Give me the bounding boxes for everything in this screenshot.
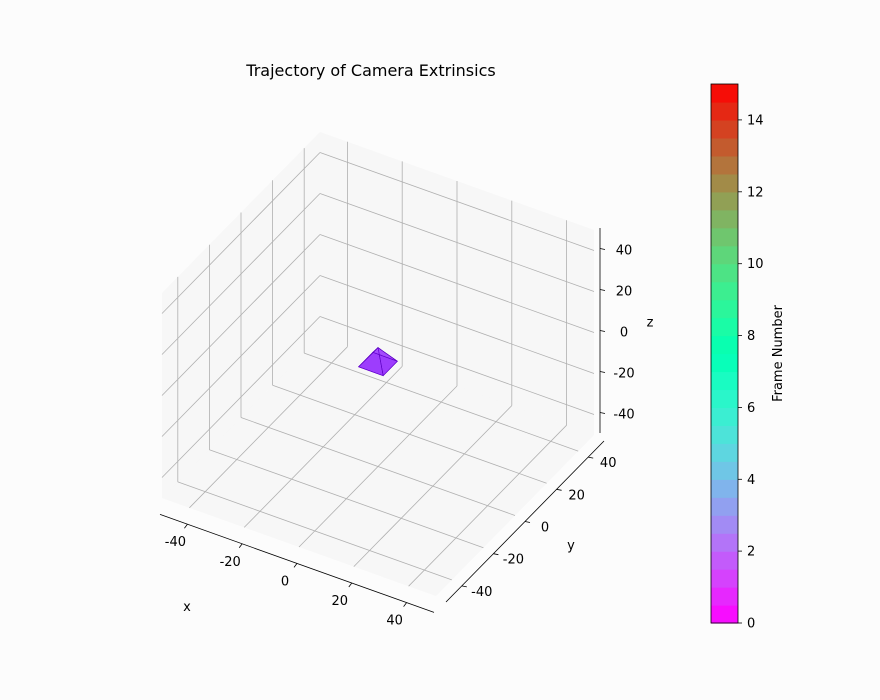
- camera-frustum: [358, 346, 398, 377]
- x-tick-label: 20: [332, 594, 349, 609]
- grid-line-z-wallx: [161, 152, 321, 314]
- colorbar-tick-label: 8: [747, 329, 755, 344]
- colorbar-tick-label: 10: [747, 257, 764, 272]
- grid-line-z-wallx: [161, 193, 321, 355]
- colorbar-band: [711, 407, 738, 426]
- grid-line-y-floor: [177, 481, 452, 581]
- plot-3d-axes: -40 -20 0 20 40 x -40 -20 0 20 40 y -40 -20 0 20 40 z: [159, 132, 654, 629]
- grid-line-z-wally: [319, 193, 595, 292]
- z-tick-label: -20: [613, 367, 634, 382]
- grid-line-z-wally: [319, 316, 595, 415]
- y-tick: [556, 488, 562, 491]
- colorbar-band: [711, 155, 738, 175]
- z-tick: [599, 248, 606, 250]
- colorbar-band: [711, 353, 738, 373]
- x-tick-label: 0: [281, 574, 289, 589]
- colorbar-band: [711, 605, 738, 624]
- x-tick-label: 40: [386, 614, 403, 629]
- colorbar-tick-label: 2: [747, 545, 755, 560]
- colorbar-band: [711, 84, 738, 103]
- grid-line-z-wallx: [161, 275, 321, 437]
- z-axis-label: z: [647, 316, 654, 331]
- y-tick-label: 40: [600, 456, 617, 471]
- grid-line-z-wally: [319, 152, 595, 251]
- colorbar-band: [711, 245, 738, 265]
- y-tick: [493, 553, 499, 556]
- z-tick: [599, 330, 606, 332]
- colorbar-band: [711, 173, 738, 193]
- z-tick-label: 20: [616, 285, 633, 300]
- colorbar-band: [711, 191, 738, 211]
- colorbar-band: [711, 533, 738, 552]
- colorbar-band: [711, 425, 738, 444]
- colorbar-band: [711, 227, 738, 247]
- z-tick: [599, 412, 606, 414]
- colorbar-tick-label: 0: [747, 617, 755, 632]
- colorbar-band: [711, 515, 738, 534]
- colorbar-tick-label: 4: [747, 473, 755, 488]
- colorbar: 0 2 4 6 8 10 12 14 Frame Number: [710, 83, 786, 632]
- x-tick: [293, 563, 298, 568]
- grid-line-y-floor: [272, 384, 547, 484]
- x-tick-label: -20: [220, 555, 241, 570]
- grid-line-z-wally: [319, 275, 595, 374]
- colorbar-band: [711, 335, 738, 355]
- colorbar-band: [711, 371, 738, 391]
- chart-title: Trajectory of Camera Extrinsics: [245, 61, 495, 80]
- grid-line-y-floor: [209, 449, 484, 549]
- colorbar-band: [711, 263, 738, 283]
- colorbar-tick-label: 14: [747, 113, 764, 128]
- y-tick-label: 0: [541, 521, 549, 536]
- colorbar-band: [711, 209, 738, 229]
- colorbar-band: [711, 551, 738, 570]
- colorbar-band: [711, 101, 738, 121]
- colorbar-band: [711, 443, 738, 462]
- x-tick: [238, 543, 243, 549]
- grid-line-z-wallx: [161, 234, 321, 396]
- colorbar-band: [711, 317, 738, 337]
- colorbar-band: [711, 119, 738, 139]
- x-axis-label: x: [183, 600, 191, 615]
- colorbar-label: Frame Number: [771, 304, 786, 402]
- y-tick: [524, 521, 531, 523]
- x-tick-label: -40: [165, 535, 186, 550]
- grid-line-z-wallx: [161, 316, 321, 478]
- colorbar-tick-label: 12: [747, 185, 764, 200]
- grid-line-z-wally: [319, 234, 595, 333]
- z-tick-label: -40: [613, 408, 634, 423]
- z-tick-label: 40: [616, 244, 633, 259]
- colorbar-tick-label: 6: [747, 401, 755, 416]
- z-tick-label: 0: [620, 326, 628, 341]
- colorbar-band: [711, 497, 738, 516]
- z-tick: [599, 371, 606, 373]
- colorbar-band: [711, 299, 738, 319]
- grid-line-y-floor: [304, 352, 579, 452]
- frustum-face: [358, 347, 379, 368]
- y-tick: [461, 585, 467, 588]
- colorbar-band: [711, 461, 738, 480]
- colorbar-band: [711, 389, 738, 408]
- colorbar-frame: [710, 83, 739, 624]
- colorbar-band: [711, 479, 738, 498]
- colorbar-band: [711, 137, 738, 157]
- x-tick: [403, 602, 407, 607]
- grid-line-y-floor: [240, 417, 516, 516]
- y-tick-label: 20: [568, 488, 585, 503]
- colorbar-band: [711, 281, 738, 301]
- colorbar-band: [711, 569, 738, 588]
- x-tick: [184, 523, 188, 529]
- z-tick: [599, 289, 606, 291]
- y-tick: [588, 456, 594, 459]
- colorbar-band: [711, 587, 738, 606]
- x-tick: [348, 582, 353, 588]
- y-tick-label: -20: [503, 553, 524, 568]
- y-axis-label: y: [567, 539, 575, 554]
- y-tick-label: -40: [471, 585, 492, 600]
